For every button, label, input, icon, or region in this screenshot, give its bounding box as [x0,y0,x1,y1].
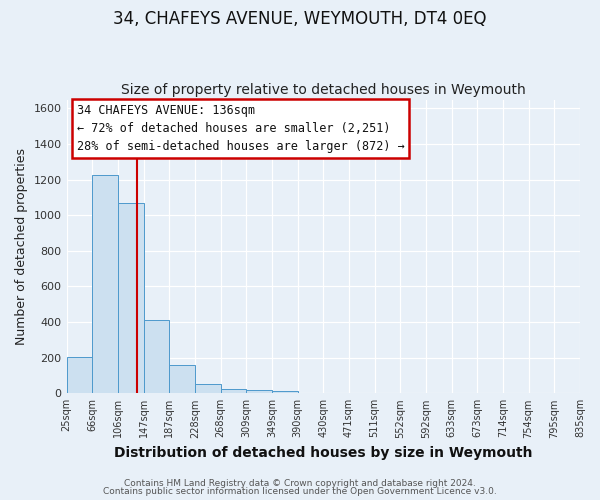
Bar [118,203,143,394]
Bar [221,389,246,394]
Bar [92,175,118,394]
Text: Contains public sector information licensed under the Open Government Licence v3: Contains public sector information licen… [103,487,497,496]
Bar [195,384,221,394]
Bar [143,320,169,394]
Text: 34, CHAFEYS AVENUE, WEYMOUTH, DT4 0EQ: 34, CHAFEYS AVENUE, WEYMOUTH, DT4 0EQ [113,10,487,28]
Title: Size of property relative to detached houses in Weymouth: Size of property relative to detached ho… [121,83,526,97]
Text: Contains HM Land Registry data © Crown copyright and database right 2024.: Contains HM Land Registry data © Crown c… [124,478,476,488]
Y-axis label: Number of detached properties: Number of detached properties [15,148,28,345]
X-axis label: Distribution of detached houses by size in Weymouth: Distribution of detached houses by size … [114,446,533,460]
Bar [169,365,195,394]
Bar [272,390,298,394]
Bar [246,390,272,394]
Bar [67,357,92,394]
Text: 34 CHAFEYS AVENUE: 136sqm
← 72% of detached houses are smaller (2,251)
28% of se: 34 CHAFEYS AVENUE: 136sqm ← 72% of detac… [77,104,404,153]
